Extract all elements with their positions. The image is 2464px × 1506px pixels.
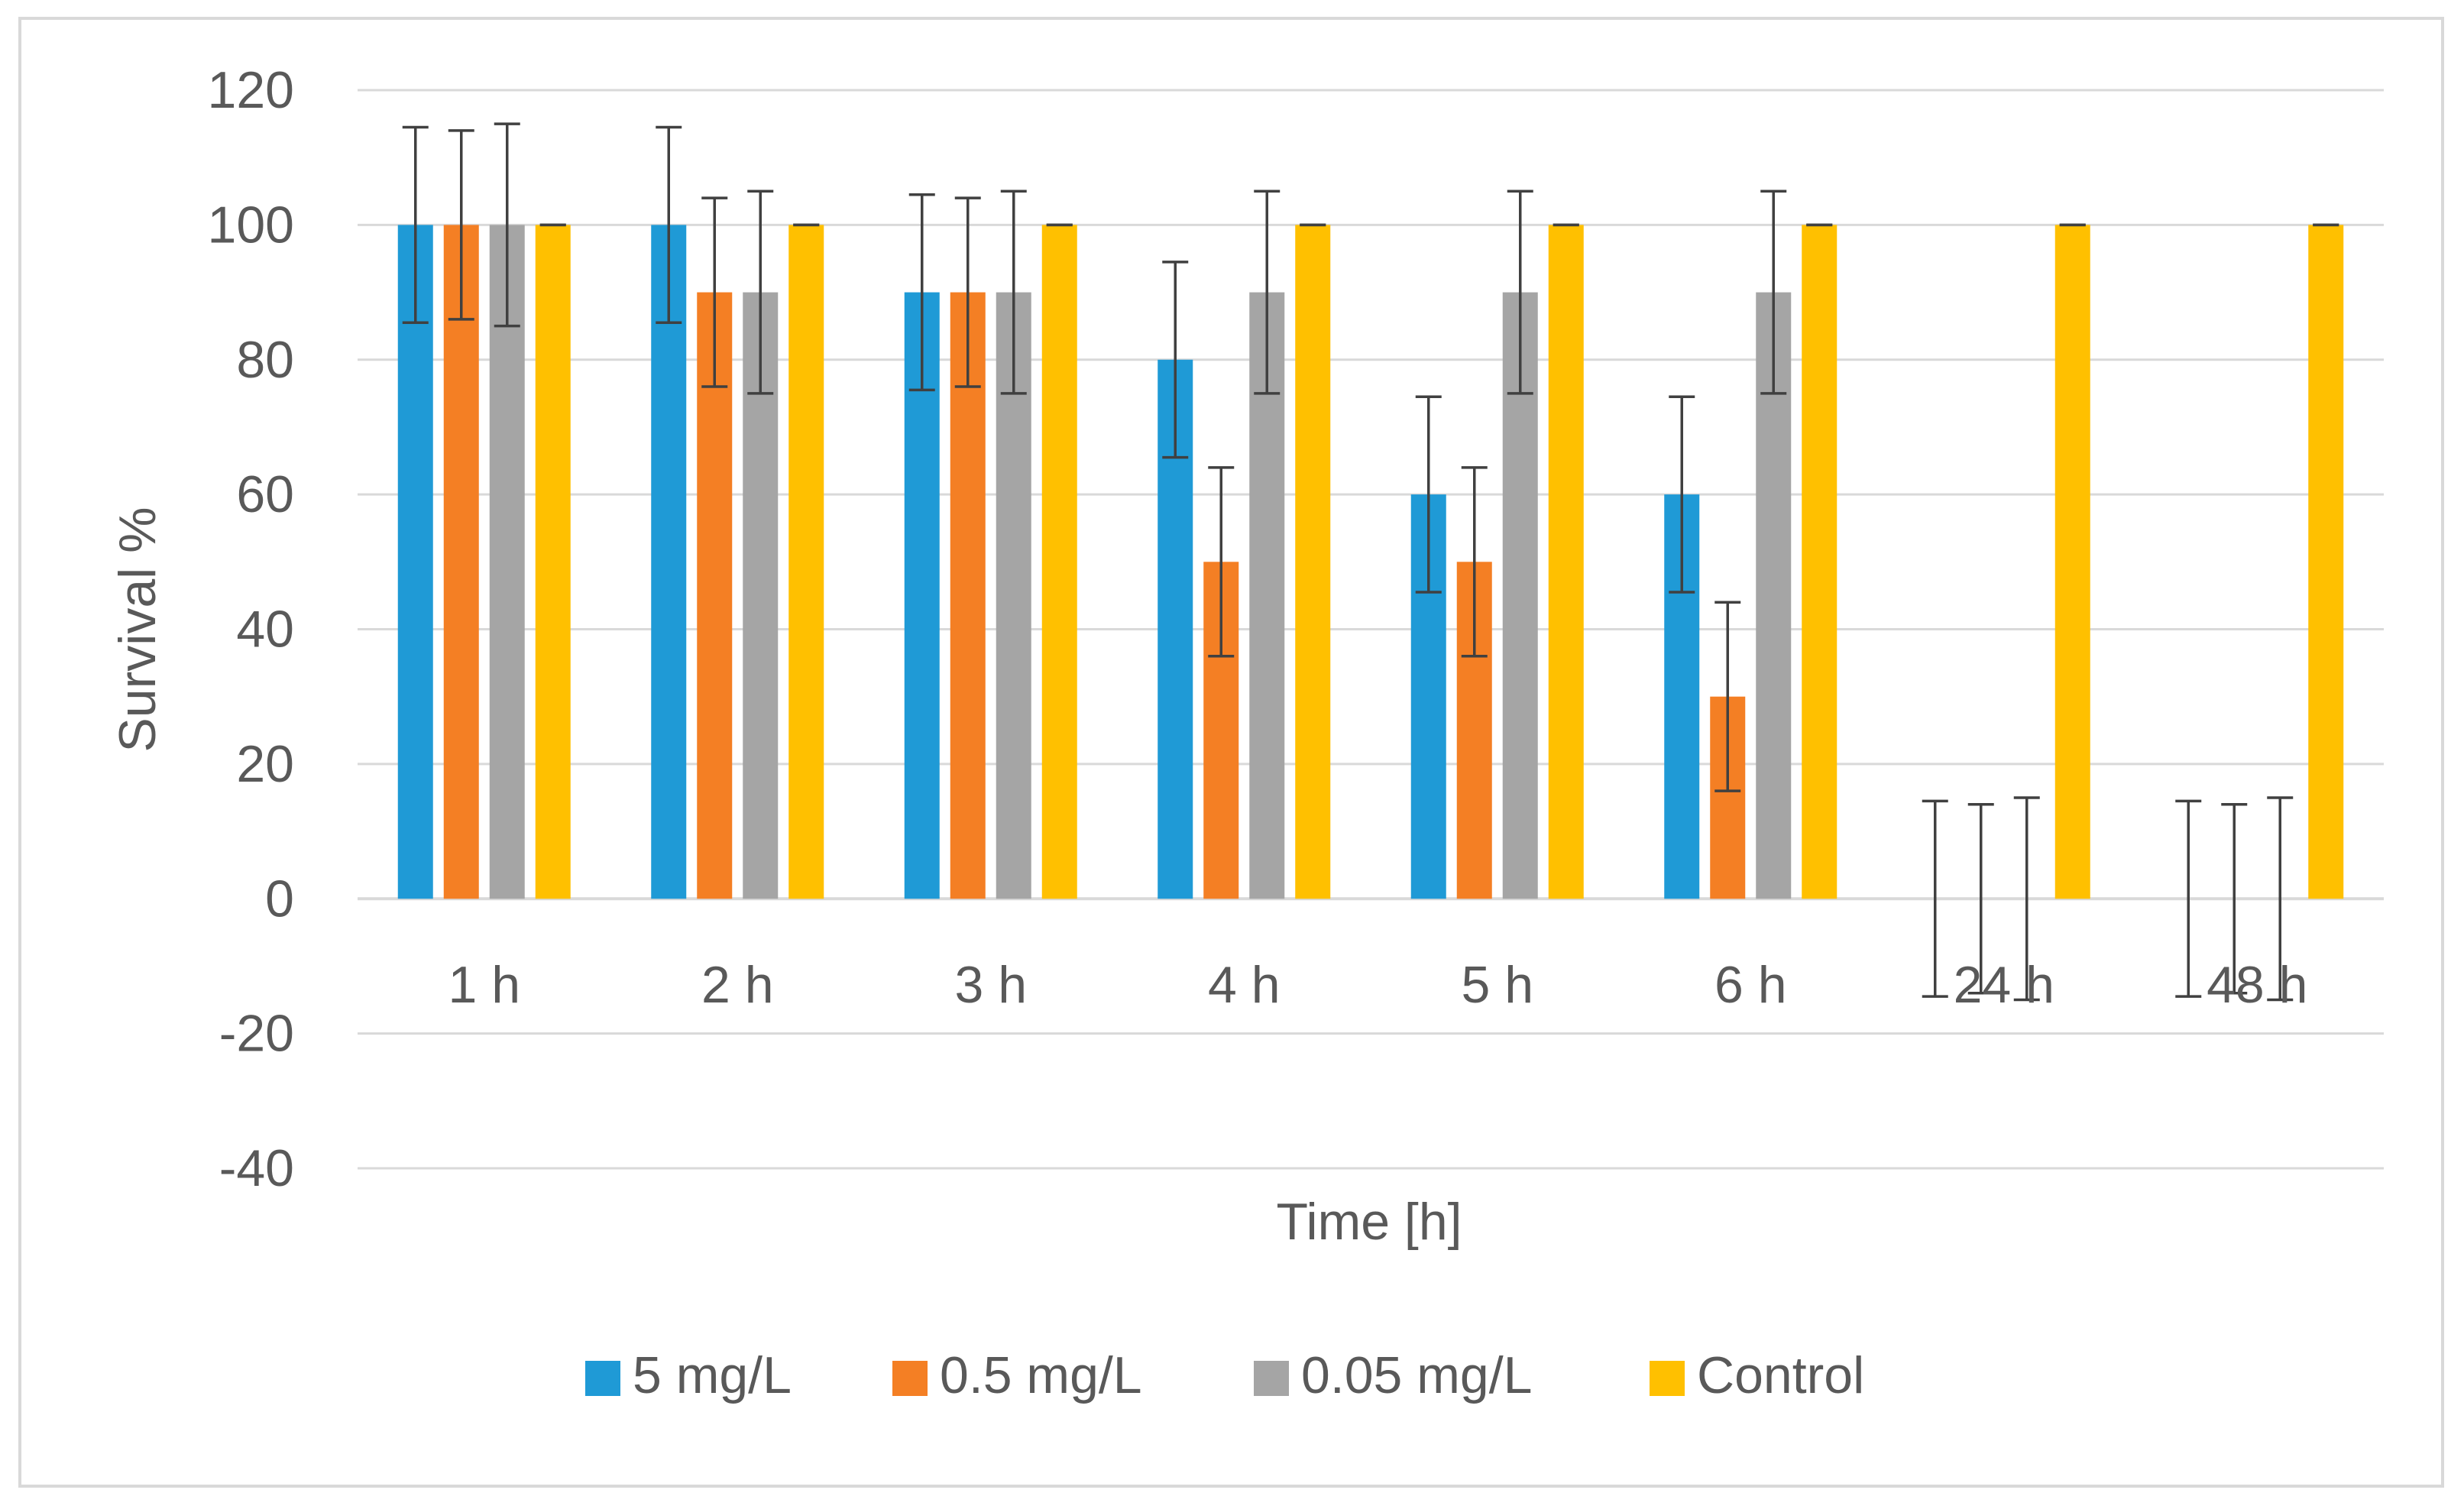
bar	[1802, 225, 1837, 899]
bar	[489, 225, 525, 899]
y-axis-label: Survival %	[108, 507, 167, 752]
y-tick-label: 100	[208, 196, 294, 254]
y-tick-label: 60	[236, 465, 294, 523]
bar	[443, 225, 479, 899]
y-tick-label: -20	[219, 1005, 294, 1063]
y-tick-label: 80	[236, 331, 294, 389]
bar	[1548, 225, 1584, 899]
y-tick-label: 0	[265, 870, 294, 928]
y-tick-label: 120	[208, 61, 294, 119]
bar	[535, 225, 571, 899]
bar	[1041, 225, 1077, 899]
legend-swatch	[1650, 1361, 1685, 1396]
bar	[788, 225, 824, 899]
gridlines	[358, 89, 2384, 1170]
x-axis-label: Time [h]	[1276, 1193, 1462, 1251]
legend-label: 5 mg/L	[633, 1346, 792, 1404]
x-tick-label: 3 h	[954, 956, 1027, 1014]
x-tick-label: 4 h	[1208, 956, 1281, 1014]
y-tick-label: 20	[236, 735, 294, 793]
legend-label: 0.5 mg/L	[940, 1346, 1142, 1404]
bar	[697, 292, 733, 899]
bars	[397, 225, 2344, 899]
x-tick-label: 1 h	[448, 956, 520, 1014]
bar	[2054, 225, 2090, 899]
bar	[2308, 225, 2344, 899]
y-tick-label: 40	[236, 601, 294, 659]
error-bars	[402, 122, 2339, 1002]
y-tick-label: -40	[219, 1139, 294, 1197]
bar	[397, 225, 433, 899]
legend-label: Control	[1697, 1346, 1864, 1404]
legend-swatch	[1254, 1361, 1289, 1396]
x-tick-label: 2 h	[701, 956, 774, 1014]
x-axis-ticks: 1 h 2 h 3 h 4 h 5 h 6 h 24 h 48 h	[448, 956, 2307, 1014]
legend-swatch	[585, 1361, 620, 1396]
bar	[904, 292, 940, 899]
bar	[651, 225, 687, 899]
bar	[950, 292, 986, 899]
x-tick-label: 5 h	[1461, 956, 1533, 1014]
legend-swatch	[892, 1361, 928, 1396]
legend-label: 0.05 mg/L	[1301, 1346, 1532, 1404]
bar	[1295, 225, 1331, 899]
legend: 5 mg/L 0.5 mg/L 0.05 mg/L Control	[585, 1346, 1864, 1404]
y-axis-ticks: 120 100 80 60 40 20 0 -20 -40	[208, 61, 294, 1197]
x-tick-label: 6 h	[1714, 956, 1787, 1014]
x-tick-label: 48 h	[2207, 956, 2307, 1014]
x-tick-label: 24 h	[1954, 956, 2054, 1014]
